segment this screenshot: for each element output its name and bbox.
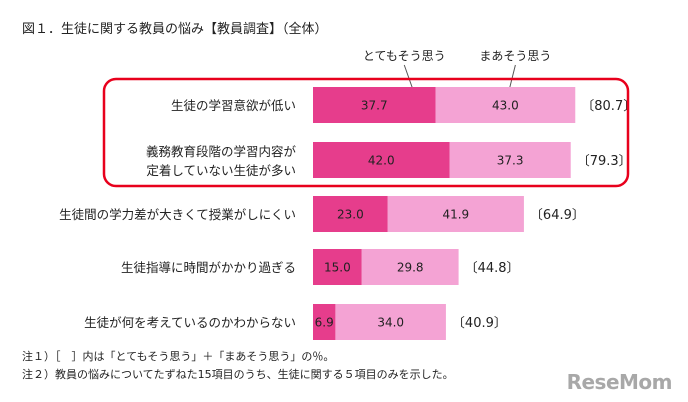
category-label-3: 生徒指導に時間がかかり過ぎる (121, 260, 296, 275)
bar-label-0-2: 23.0 (337, 208, 364, 222)
bar-0-0 (313, 87, 436, 123)
bar-0-3 (313, 249, 362, 285)
bar-1-0 (435, 87, 576, 123)
bar-label-0-3: 15.0 (324, 261, 351, 275)
bar-label-1-4: 34.0 (377, 316, 404, 330)
resemom-logo: ReseMom (566, 370, 673, 394)
bar-0-1 (313, 142, 450, 178)
total-label-3: 〔44.8〕 (465, 261, 520, 276)
bar-1-4 (335, 304, 446, 340)
note-2: 注２）教員の悩みについてたずねた15項目のうち、生徒に関する５項目のみを示した。 (22, 368, 454, 381)
highlight-box (102, 77, 630, 188)
note-1: 注１）［ ］内は「とてもそう思う」＋「まあそう思う」の％。 (22, 350, 335, 363)
bar-0-2 (313, 196, 388, 232)
bar-label-0-1: 42.0 (368, 154, 395, 168)
chart-title: 図１．生徒に関する教員の悩み【教員調査】（全体） (22, 22, 328, 37)
bar-label-1-1: 37.3 (497, 154, 524, 168)
total-label-2: 〔64.9〕 (530, 208, 585, 223)
legend-label-0: とてもそう思う (363, 49, 446, 63)
legend-label-1: まあそう思う (479, 49, 551, 63)
bar-1-3 (361, 249, 459, 285)
total-label-1: 〔79.3〕 (577, 154, 632, 169)
total-label-4: 〔40.9〕 (452, 316, 507, 331)
category-label-1-0: 義務教育段階の学習内容が (146, 144, 297, 159)
bar-1-2 (387, 196, 524, 232)
bar-label-0-0: 37.7 (361, 99, 388, 113)
bar-1-1 (449, 142, 571, 178)
category-label-0: 生徒の学習意欲が低い (171, 98, 296, 113)
bar-label-1-3: 29.8 (397, 261, 424, 275)
bar-0-4 (313, 304, 336, 340)
bar-label-1-0: 43.0 (492, 99, 519, 113)
bar-label-0-4: 6.9 (315, 316, 334, 330)
category-label-4: 生徒が何を考えているのかわからない (84, 315, 296, 330)
total-label-0: 〔80.7〕 (581, 99, 636, 114)
category-label-2: 生徒間の学力差が大きくて授業がしにくい (59, 207, 296, 222)
bar-label-1-2: 41.9 (442, 208, 469, 222)
category-label-1-1: 定着していない生徒が多い (146, 163, 296, 178)
